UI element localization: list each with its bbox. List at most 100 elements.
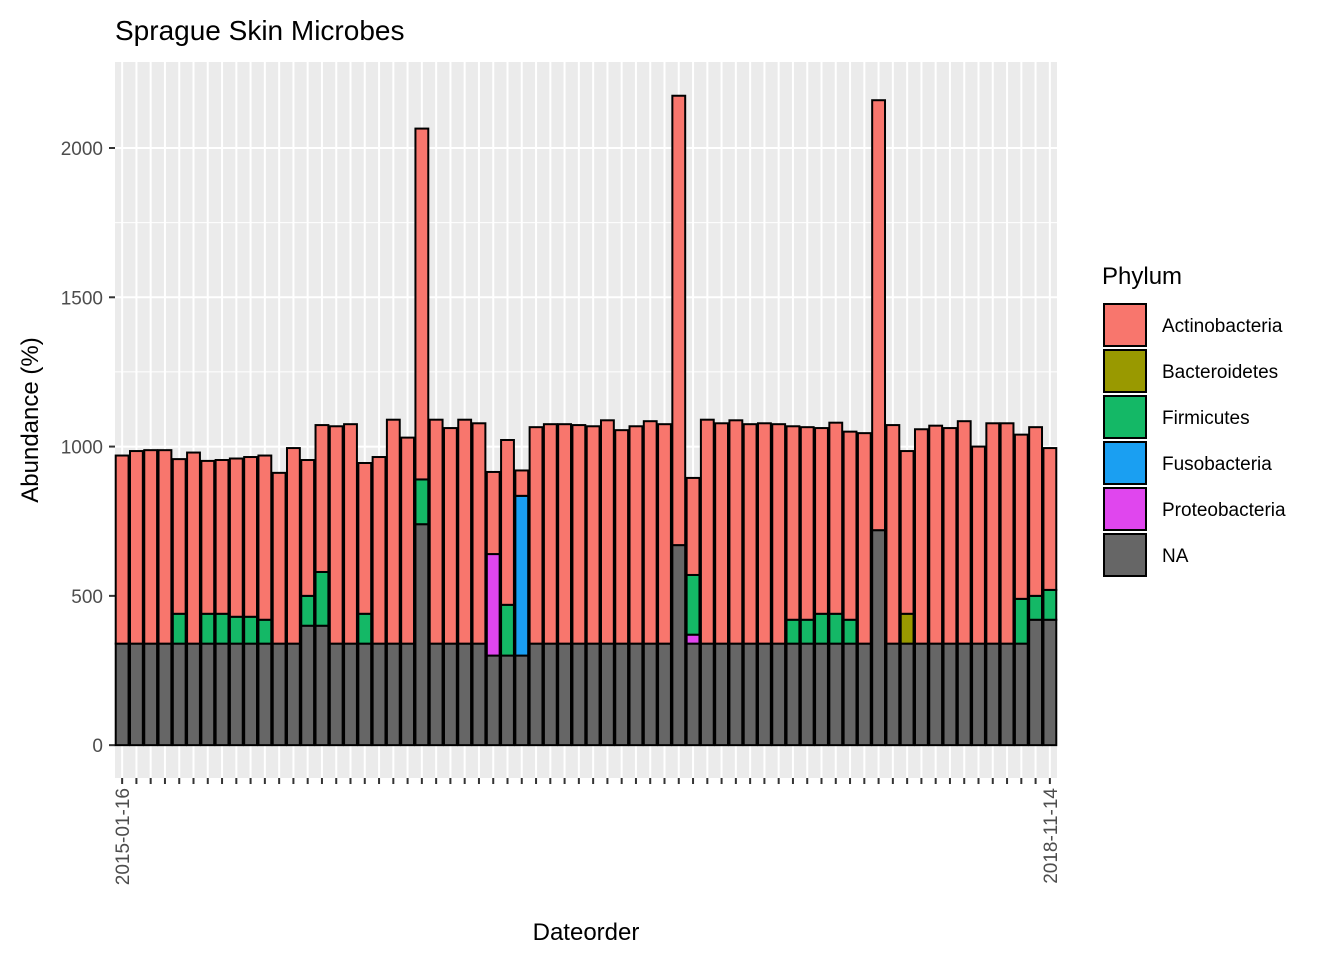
- bar-segment: [371, 456, 387, 645]
- bar-segment: [514, 469, 530, 497]
- bar-segment: [699, 418, 715, 645]
- bar-segment: [871, 99, 887, 532]
- y-tick-label: 2000: [61, 139, 103, 160]
- bar-segment: [956, 420, 972, 645]
- bar-segment: [557, 423, 573, 645]
- bar-segment: [228, 615, 244, 645]
- bar-segment: [999, 642, 1015, 747]
- bar-segment: [728, 419, 744, 645]
- bar-segment: [856, 642, 872, 747]
- bar-segment: [571, 642, 587, 747]
- bar-segment: [257, 618, 273, 645]
- bar-segment: [428, 418, 444, 645]
- bar-segment: [699, 642, 715, 747]
- legend-label: Proteobacteria: [1162, 500, 1286, 521]
- bar-segment: [428, 642, 444, 747]
- bar-segment: [300, 624, 316, 747]
- bar-segment: [171, 612, 187, 645]
- bar-segment: [1013, 642, 1029, 747]
- bar-segment: [114, 454, 130, 645]
- bar-segment: [471, 642, 487, 747]
- bar-segment: [314, 624, 330, 747]
- bar-segment: [457, 642, 473, 747]
- bar-segment: [942, 427, 958, 645]
- bar-segment: [928, 424, 944, 645]
- bar-segment: [214, 642, 230, 747]
- bar-segment: [671, 94, 687, 547]
- bar-segment: [186, 451, 201, 645]
- legend-swatch: [1103, 441, 1147, 485]
- bar-segment: [128, 450, 144, 645]
- bar-segment: [485, 470, 501, 556]
- bar-segment: [157, 449, 173, 645]
- x-tick-label: 2018-11-14: [1041, 788, 1062, 884]
- bar-segment: [642, 642, 658, 747]
- bar-segment: [285, 447, 301, 645]
- y-tick-label: 500: [71, 587, 103, 608]
- bar-segment: [685, 476, 701, 576]
- bar-segment: [186, 642, 201, 747]
- legend-swatch: [1103, 533, 1147, 577]
- bar-segment: [828, 612, 844, 645]
- y-tick-label: 1000: [61, 438, 103, 459]
- bar-segment: [828, 642, 844, 747]
- bar-segment: [414, 478, 430, 526]
- bar-segment: [542, 642, 558, 747]
- bar-segment: [685, 633, 701, 645]
- bar-segment: [114, 642, 130, 747]
- bar-segment: [471, 422, 487, 645]
- legend-label: Fusobacteria: [1162, 454, 1272, 475]
- bar-segment: [756, 642, 772, 747]
- bar-segment: [500, 439, 515, 606]
- bar-segment: [271, 642, 287, 747]
- bar-segment: [243, 642, 259, 747]
- bar-segment: [971, 445, 986, 645]
- bar-segment: [143, 449, 159, 645]
- bar-segment: [785, 618, 801, 645]
- bar-segment: [414, 127, 430, 481]
- bar-segment: [571, 424, 587, 645]
- bar-segment: [785, 425, 801, 621]
- bar-segment: [942, 642, 958, 747]
- x-tick-label: 2015-01-16: [113, 788, 134, 885]
- bar-segment: [371, 642, 387, 747]
- bar-segment: [442, 642, 458, 747]
- y-axis-label: Abundance (%): [17, 337, 44, 502]
- bar-segment: [771, 642, 787, 747]
- bar-segment: [628, 425, 644, 645]
- legend-swatch: [1103, 395, 1147, 439]
- x-axis-label: Dateorder: [533, 919, 640, 946]
- bar-segment: [328, 642, 344, 747]
- bar-segment: [314, 570, 330, 627]
- bar-segment: [885, 424, 901, 645]
- bar-segment: [271, 471, 287, 645]
- bar-segment: [1013, 597, 1029, 645]
- bar-segment: [971, 642, 986, 747]
- bar-segment: [913, 428, 929, 645]
- bar-segment: [542, 423, 558, 645]
- bar-segment: [614, 642, 630, 747]
- bar-segment: [599, 419, 615, 645]
- bar-segment: [243, 456, 259, 618]
- bar-segment: [799, 642, 815, 747]
- bar-segment: [799, 618, 815, 645]
- bar-segment: [671, 544, 687, 747]
- legend-swatch: [1103, 349, 1147, 393]
- bar-segment: [1028, 426, 1044, 597]
- bar-segment: [500, 603, 515, 657]
- bar-segment: [899, 450, 915, 615]
- bar-segment: [1013, 433, 1029, 600]
- bar-segment: [400, 436, 416, 645]
- bar-segment: [985, 642, 1001, 747]
- bar-segment: [1028, 594, 1044, 621]
- bar-segment: [799, 426, 815, 621]
- bar-segment: [913, 642, 929, 747]
- bar-segment: [657, 423, 672, 645]
- bar-segment: [300, 594, 316, 627]
- bar-segment: [385, 642, 401, 747]
- bar-segment: [357, 642, 373, 747]
- bar-segment: [257, 642, 273, 747]
- bar-segment: [414, 523, 430, 747]
- bar-segment: [243, 615, 259, 645]
- bar-segment: [485, 553, 501, 657]
